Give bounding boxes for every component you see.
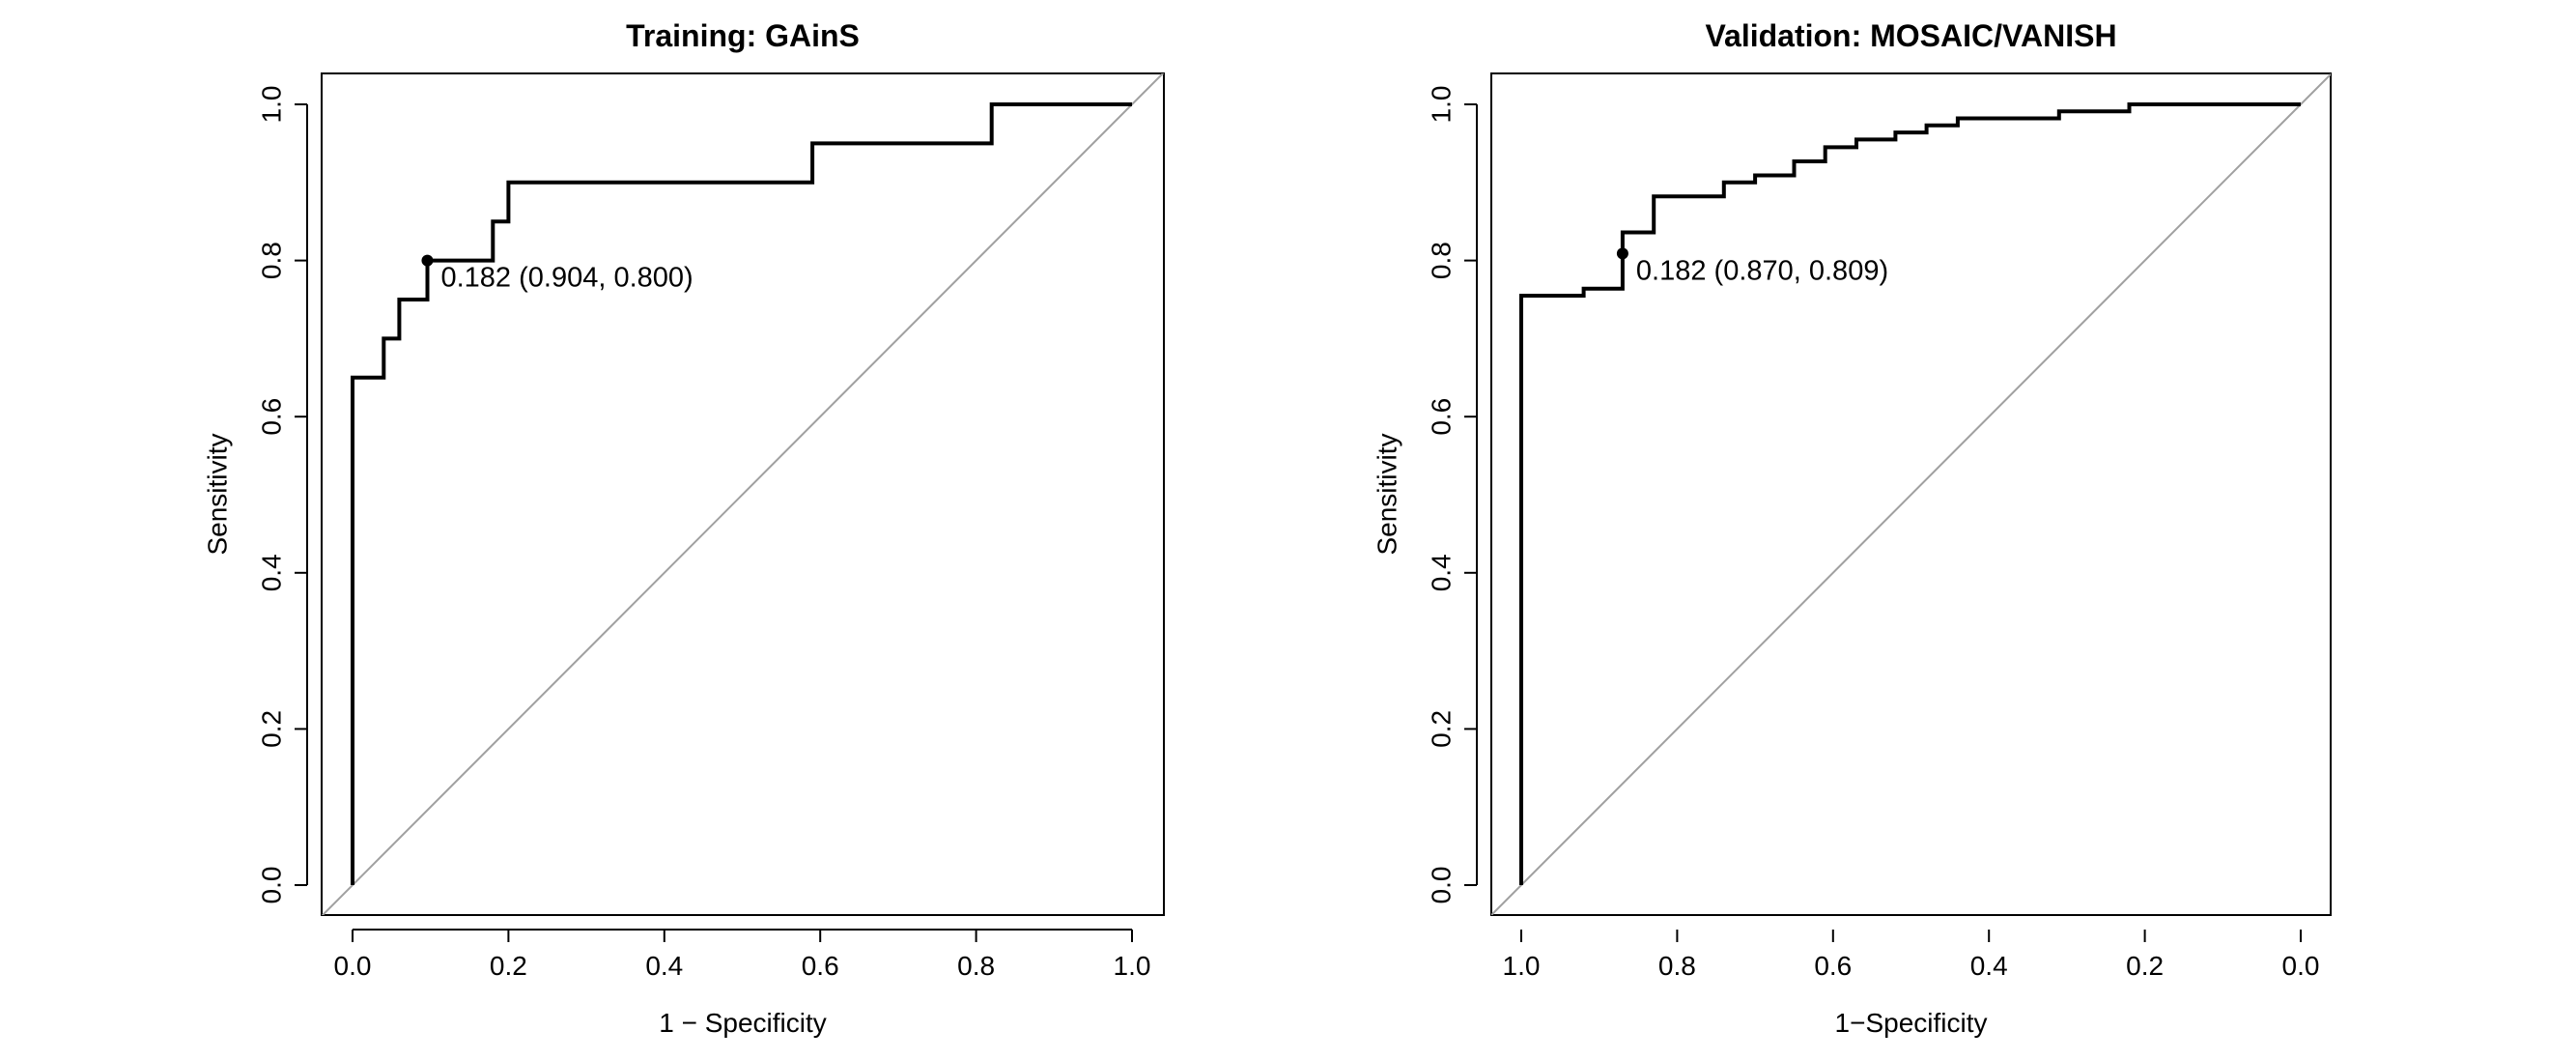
y-tick-label: 0.0: [257, 867, 287, 904]
plot-frame: [321, 72, 1165, 916]
y-tick-label: 0.2: [1427, 710, 1457, 748]
y-tick-label: 1.0: [257, 86, 287, 124]
x-tick-label: 1.0: [1503, 951, 1541, 981]
y-tick-label: 0.2: [257, 710, 287, 748]
plot-frame: [1490, 72, 2332, 916]
y-tick-label: 0.8: [257, 242, 287, 279]
x-tick-label: 0.4: [1970, 951, 2008, 981]
threshold-point: [1616, 247, 1628, 260]
threshold-annotation: 0.182 (0.870, 0.809): [1636, 255, 1888, 286]
x-axis-label: 1 − Specificity: [659, 1008, 827, 1038]
x-tick-label: 1.0: [1114, 951, 1151, 981]
threshold-annotation: 0.182 (0.904, 0.800): [440, 263, 693, 294]
x-tick-label: 0.8: [957, 951, 995, 981]
threshold-point: [421, 254, 434, 267]
x-tick-label: 0.2: [490, 951, 527, 981]
y-axis-label: Sensitivity: [1373, 433, 1402, 555]
y-axis-label: Sensitivity: [203, 433, 233, 555]
x-tick-label: 0.6: [802, 951, 839, 981]
x-tick-label: 0.4: [645, 951, 683, 981]
y-tick-label: 0.6: [257, 398, 287, 436]
x-tick-label: 0.0: [2282, 951, 2320, 981]
chart-title: Validation: MOSAIC/VANISH: [1705, 18, 2116, 53]
y-tick-label: 0.6: [1427, 398, 1457, 436]
y-tick-label: 0.8: [1427, 242, 1457, 279]
diagonal-reference-line: [322, 73, 1164, 915]
chart-title: Training: GAinS: [626, 18, 860, 53]
chart-panel-1: 0.182 (0.904, 0.800) 0.0 0.2 0.4 0.6 0.8 1.0 0.…: [203, 18, 1165, 1038]
y-tick-label: 0.4: [1427, 554, 1457, 591]
chart-panel-2: 0.182 (0.870, 0.809) 1.0 0.8 0.6 0.4 0.2 0.0 0.…: [1373, 18, 2332, 1038]
x-tick-label: 0.2: [2126, 951, 2164, 981]
roc-curve-line: [351, 102, 1132, 885]
y-tick-label: 0.0: [1427, 867, 1457, 904]
x-tick-label: 0.6: [1814, 951, 1852, 981]
x-axis-label: 1−Specificity: [1835, 1008, 1988, 1038]
x-tick-label: 0.0: [334, 951, 372, 981]
diagonal-reference-line: [1491, 73, 2331, 915]
x-tick-label: 0.8: [1658, 951, 1696, 981]
y-tick-label: 1.0: [1427, 86, 1457, 124]
y-tick-label: 0.4: [257, 554, 287, 591]
